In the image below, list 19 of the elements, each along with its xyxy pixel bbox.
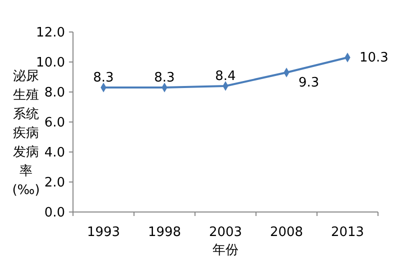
y-tick-label: 8.0	[44, 86, 65, 101]
x-tick-label: 1993	[86, 225, 120, 240]
x-tick-label: 2013	[330, 225, 364, 240]
y-tick-label: 12.0	[36, 26, 65, 41]
y-tick-label: 10.0	[36, 56, 65, 71]
y-axis-title: 泌尿生殖系统疾病发病率(‰)	[12, 69, 40, 198]
y-tick-label: 4.0	[44, 146, 65, 161]
data-label: 8.4	[215, 69, 236, 84]
data-label: 9.3	[298, 76, 320, 90]
y-tick-label: 6.0	[44, 116, 65, 131]
x-tick-label: 1998	[148, 225, 182, 240]
data-label: 8.3	[154, 70, 175, 86]
y-tick-label: 0.0	[44, 206, 65, 221]
data-label: 10.3	[360, 50, 388, 66]
y-tick-label: 2.0	[44, 176, 65, 191]
x-tick-label: 2008	[270, 225, 304, 240]
x-axis-title: 年份	[212, 243, 238, 258]
data-label: 8.3	[93, 70, 114, 86]
x-tick-label: 2003	[208, 225, 242, 240]
